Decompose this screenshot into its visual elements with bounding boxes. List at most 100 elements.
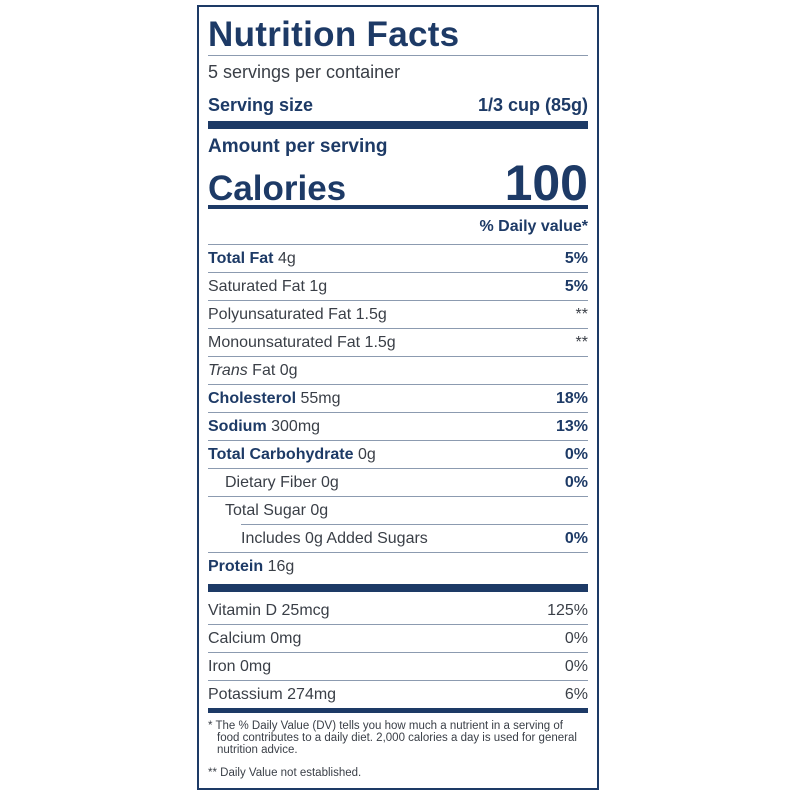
- vitamin-label: Vitamin D 25mcg: [208, 602, 330, 620]
- row-divider: [208, 468, 588, 469]
- nutrient-label: Monounsaturated Fat 1.5g: [208, 334, 396, 352]
- vitamin-amount: 274mg: [287, 686, 337, 703]
- vitamin-name: Vitamin D: [208, 602, 278, 619]
- nutrient-daily-value: 18%: [555, 390, 588, 407]
- row-divider: [208, 384, 588, 385]
- nutrient-row: Includes 0g Added Sugars 0%: [208, 525, 588, 553]
- serving-size-value: 1/3 cup (85g): [477, 94, 588, 115]
- amount-per-serving: Amount per serving: [208, 136, 388, 157]
- nutrient-label: Protein 16g: [208, 558, 294, 576]
- footnote-daily-value: * The % Daily Value (DV) tells you how m…: [208, 720, 577, 756]
- nutrient-name: Total Fat: [208, 250, 274, 267]
- nutrient-name: Polyunsaturated Fat: [208, 306, 352, 323]
- nutrition-facts-label: Nutrition Facts 5 servings per container…: [197, 5, 599, 790]
- vitamin-row: Iron 0mg 0%: [208, 653, 588, 681]
- vitamin-row: Calcium 0mg 0%: [208, 625, 588, 653]
- serving-size-row: Serving size 1/3 cup (85g): [208, 91, 588, 119]
- nutrient-label: Dietary Fiber 0g: [208, 474, 339, 492]
- vitamin-label: Calcium 0mg: [208, 630, 301, 648]
- nutrient-row: Polyunsaturated Fat 1.5g **: [208, 301, 588, 329]
- nutrient-amount: 300mg: [271, 418, 321, 435]
- nutrient-label: Includes 0g Added Sugars: [208, 530, 428, 548]
- nutrient-amount: 1.5g: [364, 334, 396, 351]
- nutrient-daily-value: **: [575, 306, 588, 323]
- vitamin-label: Potassium 274mg: [208, 686, 336, 704]
- nutrient-amount: 0g: [321, 474, 339, 491]
- calories-label: Calories: [208, 169, 347, 208]
- nutrient-label: Total Sugar 0g: [208, 502, 328, 520]
- vitamin-label: Iron 0mg: [208, 658, 271, 676]
- nutrient-row: Saturated Fat 1g 5%: [208, 273, 588, 301]
- nutrient-amount: 1g: [309, 278, 328, 295]
- nutrient-amount: 0g: [310, 502, 329, 519]
- label-title: Nutrition Facts: [208, 15, 460, 54]
- nutrient-daily-value: 0%: [564, 446, 588, 463]
- nutrient-label: Saturated Fat 1g: [208, 278, 327, 296]
- nutrient-daily-value: 0%: [564, 474, 588, 491]
- servings-per-container: 5 servings per container: [208, 62, 401, 82]
- nutrient-row: Total Fat 4g 5%: [208, 245, 588, 273]
- vitamin-daily-value: 0%: [564, 630, 588, 647]
- row-divider: [208, 624, 588, 625]
- nutrient-name: Includes 0g Added Sugars: [241, 530, 428, 547]
- nutrient-name: Saturated Fat: [208, 278, 305, 295]
- vitamin-daily-value: 0%: [564, 658, 588, 675]
- nutrient-amount: 1.5g: [355, 306, 387, 323]
- nutrient-name: Monounsaturated Fat: [208, 334, 361, 351]
- nutrient-daily-value: 5%: [564, 250, 588, 267]
- row-divider: [208, 552, 588, 553]
- nutrient-row: Cholesterol 55mg 18%: [208, 385, 588, 413]
- vitamin-row: Potassium 274mg 6%: [208, 681, 588, 709]
- row-divider: [208, 412, 588, 413]
- row-divider: [208, 328, 588, 329]
- nutrient-row: Total Sugar 0g: [208, 497, 588, 525]
- nutrient-row: Monounsaturated Fat 1.5g **: [208, 329, 588, 357]
- nutrient-daily-value: 0%: [564, 530, 588, 547]
- nutrient-label: Polyunsaturated Fat 1.5g: [208, 306, 387, 324]
- nutrient-row: Protein 16g: [208, 553, 588, 581]
- vitamin-name: Calcium: [208, 630, 266, 647]
- nutrient-row: Dietary Fiber 0g 0%: [208, 469, 588, 497]
- vitamin-daily-value: 125%: [547, 602, 588, 619]
- nutrient-label: Trans Fat 0g: [208, 362, 298, 380]
- row-divider: [208, 300, 588, 301]
- nutrient-row: Total Carbohydrate 0g 0%: [208, 441, 588, 469]
- nutrient-name: Protein: [208, 558, 264, 575]
- nutrient-row: Sodium 300mg 13%: [208, 413, 588, 441]
- nutrient-name: Trans: [208, 362, 248, 379]
- nutrient-name-suffix: Fat: [252, 362, 276, 379]
- calories-row: Calories 100: [208, 157, 588, 209]
- row-divider: [208, 496, 588, 497]
- vitamin-name: Potassium: [208, 686, 283, 703]
- nutrient-amount: 0g: [357, 446, 376, 463]
- row-divider: [208, 272, 588, 273]
- serving-size-label: Serving size: [208, 94, 314, 115]
- daily-value-header: % Daily value*: [479, 218, 589, 235]
- nutrient-name: Total Sugar: [225, 502, 306, 519]
- footnote-not-established: ** Daily Value not established.: [208, 767, 362, 779]
- calories-value: 100: [504, 155, 588, 211]
- medium-divider: [208, 205, 588, 209]
- nutrient-row: Trans Fat 0g: [208, 357, 588, 385]
- nutrient-label: Cholesterol 55mg: [208, 390, 341, 408]
- nutrient-amount: 0g: [279, 362, 298, 379]
- vitamin-amount: 0mg: [240, 658, 272, 675]
- row-divider: [208, 356, 588, 357]
- vitamin-amount: 25mcg: [281, 602, 330, 619]
- row-divider: [241, 524, 588, 525]
- nutrient-daily-value: 13%: [555, 418, 588, 435]
- nutrient-name: Dietary Fiber: [225, 474, 317, 491]
- vitamin-daily-value: 6%: [564, 686, 588, 703]
- nutrient-name: Cholesterol: [208, 390, 297, 407]
- nutrient-daily-value: **: [575, 334, 588, 351]
- nutrient-amount: 4g: [277, 250, 296, 267]
- vitamin-name: Iron: [208, 658, 236, 675]
- row-divider: [208, 244, 588, 245]
- thick-divider: [208, 584, 588, 592]
- nutrient-amount: 16g: [267, 558, 295, 575]
- divider: [208, 55, 588, 56]
- nutrient-label: Sodium 300mg: [208, 418, 320, 436]
- row-divider: [208, 652, 588, 653]
- row-divider: [208, 440, 588, 441]
- nutrient-label: Total Fat 4g: [208, 250, 296, 268]
